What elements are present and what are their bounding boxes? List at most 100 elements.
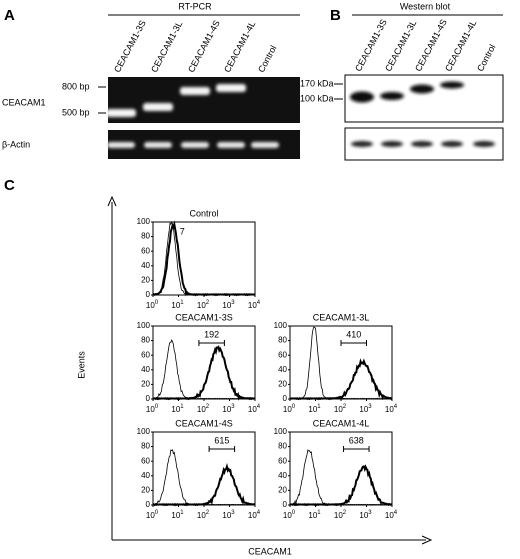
y-tick-label: 40 xyxy=(141,471,150,480)
y-tick-label: 60 xyxy=(278,350,287,359)
tick-base: 10 xyxy=(248,405,257,414)
tick-base: 10 xyxy=(334,511,343,520)
tick-base: 10 xyxy=(146,405,155,414)
tick-base: 10 xyxy=(283,405,292,414)
y-tick-label: 20 xyxy=(141,486,150,495)
tick-exponent: 0 xyxy=(155,510,159,516)
tick-exponent: 4 xyxy=(394,404,398,410)
tick-exponent: 3 xyxy=(368,404,372,410)
tick-exponent: 1 xyxy=(180,510,184,516)
y-tick-label: 80 xyxy=(141,442,150,451)
lane-label: Control xyxy=(256,44,278,74)
x-tick-label: 103 xyxy=(359,404,372,415)
band xyxy=(143,103,173,111)
tick-base: 10 xyxy=(248,511,257,520)
y-tick-label: 60 xyxy=(278,456,287,465)
y-tick-label: 100 xyxy=(274,427,288,436)
y-tick-label: 80 xyxy=(278,442,287,451)
band xyxy=(441,141,463,147)
mfi-label: 410 xyxy=(346,329,361,339)
histogram-title: Control xyxy=(189,208,218,218)
tick-exponent: 2 xyxy=(206,404,210,410)
y-tick-label: 0 xyxy=(146,500,151,509)
x-tick-label: 100 xyxy=(283,510,296,521)
y-tick-label: 60 xyxy=(141,246,150,255)
band xyxy=(440,81,464,89)
y-tick-label: 0 xyxy=(283,500,288,509)
y-tick-label: 100 xyxy=(274,321,288,330)
tick-exponent: 2 xyxy=(206,300,210,306)
tick-base: 10 xyxy=(385,405,394,414)
lane-label: CEACAM1-4L xyxy=(443,18,478,73)
y-tick-label: 0 xyxy=(146,394,151,403)
axis-label: Events xyxy=(76,351,86,379)
x-tick-label: 102 xyxy=(334,510,347,521)
arrow-head xyxy=(421,535,433,545)
tick-base: 10 xyxy=(222,301,231,310)
lane-label: Control xyxy=(475,43,497,73)
histogram-sample xyxy=(152,345,256,401)
y-tick-label: 40 xyxy=(141,261,150,270)
lane-label: CEACAM1-4S xyxy=(413,18,449,73)
tick-exponent: 0 xyxy=(292,404,296,410)
lane-label: CEACAM1-3S xyxy=(112,19,148,74)
histogram-title: CEACAM1-3L xyxy=(313,312,370,322)
band xyxy=(107,142,135,148)
x-tick-label: 101 xyxy=(171,510,184,521)
band xyxy=(106,109,136,117)
band xyxy=(350,91,374,103)
histogram-control xyxy=(152,339,256,400)
band xyxy=(181,142,209,148)
y-tick-label: 100 xyxy=(137,217,151,226)
y-tick-label: 0 xyxy=(146,290,151,299)
marker-label: 170 kDa xyxy=(300,78,334,88)
tick-base: 10 xyxy=(248,301,257,310)
marker-label: 100 kDa xyxy=(300,93,334,103)
band xyxy=(216,84,246,92)
lane-label: CEACAM1-4S xyxy=(186,19,222,74)
mfi-label: 615 xyxy=(214,435,229,445)
tick-base: 10 xyxy=(359,511,368,520)
y-tick-label: 20 xyxy=(141,276,150,285)
band xyxy=(411,141,433,147)
y-tick-label: 20 xyxy=(278,486,287,495)
tick-exponent: 0 xyxy=(155,300,159,306)
tick-exponent: 4 xyxy=(257,404,261,410)
tick-base: 10 xyxy=(308,511,317,520)
band xyxy=(473,141,495,147)
tick-base: 10 xyxy=(171,405,180,414)
y-tick-label: 40 xyxy=(141,365,150,374)
arrow-head xyxy=(107,195,117,207)
x-tick-label: 100 xyxy=(146,510,159,521)
histogram-title: CEACAM1-3S xyxy=(175,312,233,322)
x-tick-label: 102 xyxy=(334,404,347,415)
tick-base: 10 xyxy=(283,511,292,520)
x-tick-label: 102 xyxy=(197,404,210,415)
marker-label: 800 bp xyxy=(62,81,90,91)
row-label: CEACAM1 xyxy=(2,97,46,107)
x-tick-label: 102 xyxy=(197,300,210,311)
x-tick-label: 103 xyxy=(222,404,235,415)
band xyxy=(380,92,404,100)
y-tick-label: 100 xyxy=(137,321,151,330)
x-tick-label: 104 xyxy=(248,510,261,521)
histogram-sample xyxy=(152,220,256,297)
y-tick-label: 0 xyxy=(283,394,288,403)
x-tick-label: 102 xyxy=(197,510,210,521)
x-tick-label: 101 xyxy=(171,404,184,415)
lane-label: CEACAM1-3S xyxy=(353,18,389,73)
tick-exponent: 3 xyxy=(368,510,372,516)
tick-base: 10 xyxy=(197,301,206,310)
y-tick-label: 20 xyxy=(278,380,287,389)
tick-exponent: 4 xyxy=(257,300,261,306)
tick-exponent: 2 xyxy=(206,510,210,516)
y-tick-label: 80 xyxy=(141,232,150,241)
x-tick-label: 101 xyxy=(308,510,321,521)
histogram-title: CEACAM1-4S xyxy=(175,418,233,428)
tick-base: 10 xyxy=(171,511,180,520)
tick-exponent: 3 xyxy=(231,300,235,306)
gate-bracket xyxy=(208,446,236,452)
tick-base: 10 xyxy=(334,405,343,414)
histogram-sample xyxy=(289,358,393,401)
